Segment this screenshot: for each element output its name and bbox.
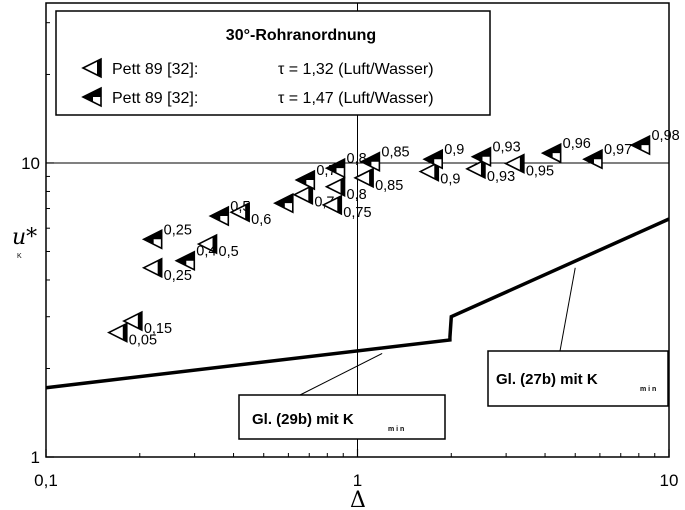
data-label: 0,93 bbox=[487, 169, 515, 185]
filled-marker-fill bbox=[296, 171, 315, 181]
filled-marker-fill bbox=[583, 154, 594, 164]
open-marker-fill bbox=[122, 323, 127, 342]
data-label: 0,95 bbox=[526, 164, 554, 180]
filled-marker-fill bbox=[296, 175, 307, 185]
annotation-27b-box bbox=[487, 350, 669, 407]
legend-label: Pett 89 [32]: bbox=[112, 61, 198, 78]
filled-marker-fill bbox=[631, 140, 642, 150]
data-label: 0,5 bbox=[219, 244, 239, 260]
data-label: 0,15 bbox=[144, 321, 172, 337]
filled-marker-fill bbox=[176, 256, 187, 266]
filled-marker-fill bbox=[542, 148, 553, 158]
filled-marker-fill bbox=[472, 152, 483, 162]
legend-marker-fill bbox=[83, 92, 93, 102]
x-tick-label: 10 bbox=[660, 471, 679, 490]
annotation-29b-leader bbox=[299, 353, 383, 396]
open-marker-fill bbox=[434, 162, 439, 181]
legend: 30°-Rohranordnung Pett 89 [32]: τ = 1,32 … bbox=[55, 10, 491, 116]
annotation-29b-text: Gl. (29b) mit K bbox=[252, 411, 354, 428]
curve-29b bbox=[45, 337, 452, 390]
data-label: 0,6 bbox=[251, 212, 271, 228]
open-marker-fill bbox=[340, 177, 345, 196]
x-tick-label: 0,1 bbox=[34, 471, 58, 490]
open-marker-fill bbox=[157, 258, 162, 277]
curves bbox=[45, 217, 670, 396]
data-label: 0,25 bbox=[164, 268, 192, 284]
y-axis-label: u* bbox=[12, 225, 37, 250]
axis-ticks: 0,1 1 10 1 10 bbox=[21, 22, 679, 490]
open-marker-fill bbox=[245, 203, 250, 222]
filled-marker-fill bbox=[274, 198, 285, 208]
filled-marker-fill bbox=[143, 234, 154, 244]
data-label: 0,93 bbox=[492, 140, 520, 156]
data-label: 0,9 bbox=[440, 172, 460, 188]
open-marker-fill bbox=[212, 235, 217, 254]
legend-tau: τ = 1,32 (Luft/Wasser) bbox=[278, 61, 434, 78]
filled-marker-fill bbox=[361, 152, 380, 162]
annotation-29b-sub: m i n bbox=[388, 426, 404, 433]
legend-label: Pett 89 [32]: bbox=[112, 90, 198, 107]
annotation-27b-sub: m i n bbox=[640, 386, 656, 393]
filled-marker-fill bbox=[143, 230, 162, 240]
filled-marker-fill bbox=[274, 194, 293, 204]
data-label: 0,97 bbox=[604, 142, 632, 158]
filled-marker-fill bbox=[210, 211, 221, 221]
data-label: 0,5 bbox=[230, 199, 250, 215]
annotation-27b-leader bbox=[559, 267, 576, 352]
filled-marker-fill bbox=[631, 136, 650, 146]
y-axis-label-sub: K bbox=[17, 253, 22, 260]
filled-marker-fill bbox=[583, 150, 602, 160]
annotation-29b-box bbox=[238, 394, 446, 440]
data-label: 0,85 bbox=[375, 178, 403, 194]
data-label: 0,25 bbox=[164, 222, 192, 238]
y-tick-label: 1 bbox=[31, 448, 40, 467]
annotation-27b-text: Gl. (27b) mit K bbox=[496, 371, 598, 388]
open-marker-fill bbox=[480, 159, 485, 178]
curve-27b bbox=[448, 217, 670, 338]
data-label: 0,05 bbox=[129, 333, 157, 349]
filled-marker-fill bbox=[542, 144, 561, 154]
data-label: 0,4 bbox=[196, 244, 216, 260]
data-label: 0,96 bbox=[563, 136, 591, 152]
data-markers: 0,050,150,250,50,60,70,750,80,85 0,9 0,93 0… bbox=[106, 128, 680, 349]
legend-items: Pett 89 [32]: τ = 1,32 (Luft/Wasser) Pett … bbox=[81, 57, 434, 108]
x-tick-label: 1 bbox=[353, 471, 362, 490]
open-marker-fill bbox=[519, 154, 524, 173]
data-label: 0,98 bbox=[651, 128, 679, 144]
legend-box bbox=[55, 10, 491, 116]
filled-marker-fill bbox=[176, 251, 195, 261]
open-marker-fill bbox=[308, 185, 313, 204]
filled-marker-fill bbox=[326, 163, 337, 173]
open-marker-fill bbox=[369, 168, 374, 187]
filled-marker-fill bbox=[210, 207, 229, 217]
filled-marker-fill bbox=[361, 157, 372, 167]
filled-marker-fill bbox=[326, 159, 345, 169]
legend-tau: τ = 1,47 (Luft/Wasser) bbox=[278, 90, 434, 107]
legend-marker-fill bbox=[97, 59, 101, 77]
legend-marker-fill bbox=[83, 88, 101, 97]
data-label: 0,85 bbox=[381, 145, 409, 161]
y-tick-label: 10 bbox=[21, 154, 40, 173]
data-label: 0,8 bbox=[347, 187, 367, 203]
open-marker-fill bbox=[137, 312, 142, 331]
filled-marker-fill bbox=[424, 150, 443, 160]
data-label: 0,8 bbox=[347, 151, 367, 167]
filled-marker-fill bbox=[472, 147, 491, 157]
open-marker-fill bbox=[337, 195, 342, 214]
annotation-29b: Gl. (29b) mit K m i n bbox=[238, 394, 446, 440]
legend-title: 30°-Rohranordnung bbox=[226, 27, 376, 44]
x-axis-label: Δ bbox=[350, 488, 366, 510]
data-label: 0,9 bbox=[444, 142, 464, 158]
data-label: 0,75 bbox=[343, 205, 371, 221]
filled-marker-fill bbox=[424, 154, 435, 164]
annotation-27b: Gl. (27b) mit K m i n bbox=[487, 350, 669, 407]
